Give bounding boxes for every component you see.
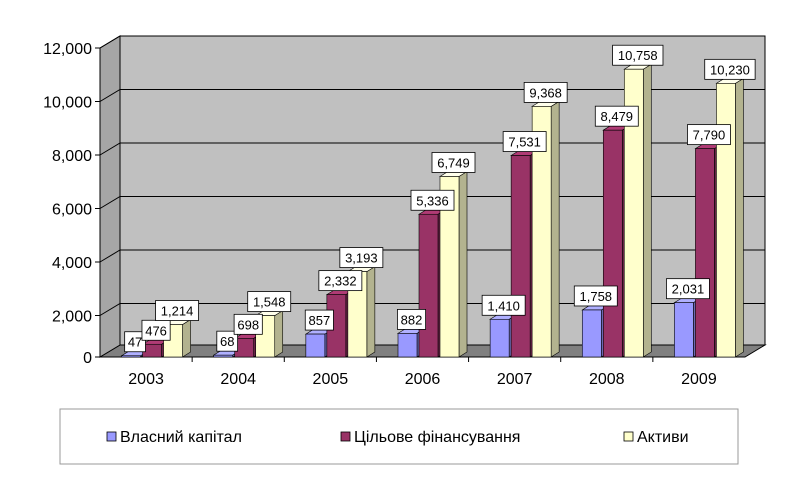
data-label-box (666, 278, 710, 300)
data-label: 68 (220, 334, 234, 349)
legend-label: Цільове фінансування (354, 429, 520, 446)
bar (213, 354, 234, 358)
bar-side (366, 266, 376, 358)
legend-label: Власний капітал (120, 429, 242, 446)
data-label: 8,479 (601, 109, 634, 124)
data-label-box (704, 58, 756, 80)
y-tick-label: 8,000 (52, 148, 92, 165)
bar-side (458, 170, 468, 358)
data-label-box (304, 309, 334, 331)
data-label-box (247, 291, 292, 312)
bar (305, 333, 326, 358)
gridline (99, 35, 765, 49)
y-tick-label: 6,000 (52, 202, 92, 219)
bar (531, 106, 552, 358)
bar (397, 333, 418, 358)
data-label-box (155, 300, 199, 321)
bar-side (182, 318, 191, 358)
data-label: 698 (237, 317, 259, 332)
chart-side-wall (99, 35, 121, 358)
bar (695, 148, 715, 358)
data-label: 1,758 (580, 289, 613, 304)
bar-side (274, 310, 284, 358)
legend-swatch (106, 431, 117, 442)
x-tick-label: 2007 (497, 371, 533, 388)
data-label: 2,332 (324, 274, 357, 289)
legend-swatch (340, 431, 351, 442)
x-tick-label: 2008 (589, 371, 625, 388)
bar-side (550, 100, 560, 358)
bar (489, 318, 510, 358)
y-tick-label: 0 (83, 350, 92, 367)
data-label-box (410, 189, 455, 211)
data-label: 1,214 (161, 304, 194, 319)
y-tick-label: 12,000 (43, 41, 92, 58)
x-tick-label: 2009 (681, 371, 717, 388)
x-tick-label: 2005 (313, 371, 349, 388)
bar-side (735, 77, 744, 358)
data-label: 882 (401, 312, 423, 327)
bar (121, 355, 141, 358)
data-label-box (612, 44, 664, 66)
data-label-box (502, 131, 547, 152)
bar (439, 176, 460, 358)
data-label-box (339, 247, 384, 268)
y-tick-label: 10,000 (43, 95, 92, 112)
data-label: 3,193 (345, 251, 378, 266)
data-label-box (594, 105, 639, 127)
bar (716, 83, 736, 358)
x-tick-label: 2004 (220, 371, 256, 388)
bar (674, 302, 694, 358)
data-label: 1,410 (487, 298, 520, 313)
x-tick-label: 2003 (128, 371, 164, 388)
data-label: 2,031 (672, 282, 705, 297)
data-label: 7,531 (508, 135, 541, 150)
data-label-box (124, 331, 146, 353)
bar (581, 309, 602, 358)
data-label-box (318, 270, 363, 292)
data-label: 6,749 (437, 155, 470, 170)
data-label-box (396, 309, 426, 330)
data-label: 476 (145, 323, 167, 338)
bar (623, 68, 644, 358)
data-label: 10,230 (710, 62, 750, 77)
bar-side (642, 63, 652, 358)
data-label: 857 (309, 313, 331, 328)
bar (418, 213, 439, 358)
bar (602, 129, 623, 358)
data-label: 1,548 (253, 295, 286, 310)
x-tick-label: 2006 (405, 371, 441, 388)
data-label-box (216, 330, 239, 352)
data-label: 9,368 (529, 85, 562, 100)
data-label: 47 (128, 335, 142, 350)
data-label-box (431, 152, 476, 173)
legend-label: Активи (637, 429, 689, 446)
data-label-box (233, 313, 263, 335)
data-label-box (481, 294, 526, 316)
data-label-box (687, 124, 731, 146)
y-tick-label: 4,000 (52, 255, 92, 272)
data-label: 7,790 (693, 128, 726, 143)
y-tick-label: 2,000 (52, 309, 92, 326)
legend-swatch (623, 431, 634, 442)
data-label-box (573, 285, 618, 307)
bar (510, 155, 531, 358)
data-label-box (523, 82, 568, 103)
data-label: 5,336 (416, 193, 449, 208)
data-label: 10,758 (618, 48, 658, 63)
